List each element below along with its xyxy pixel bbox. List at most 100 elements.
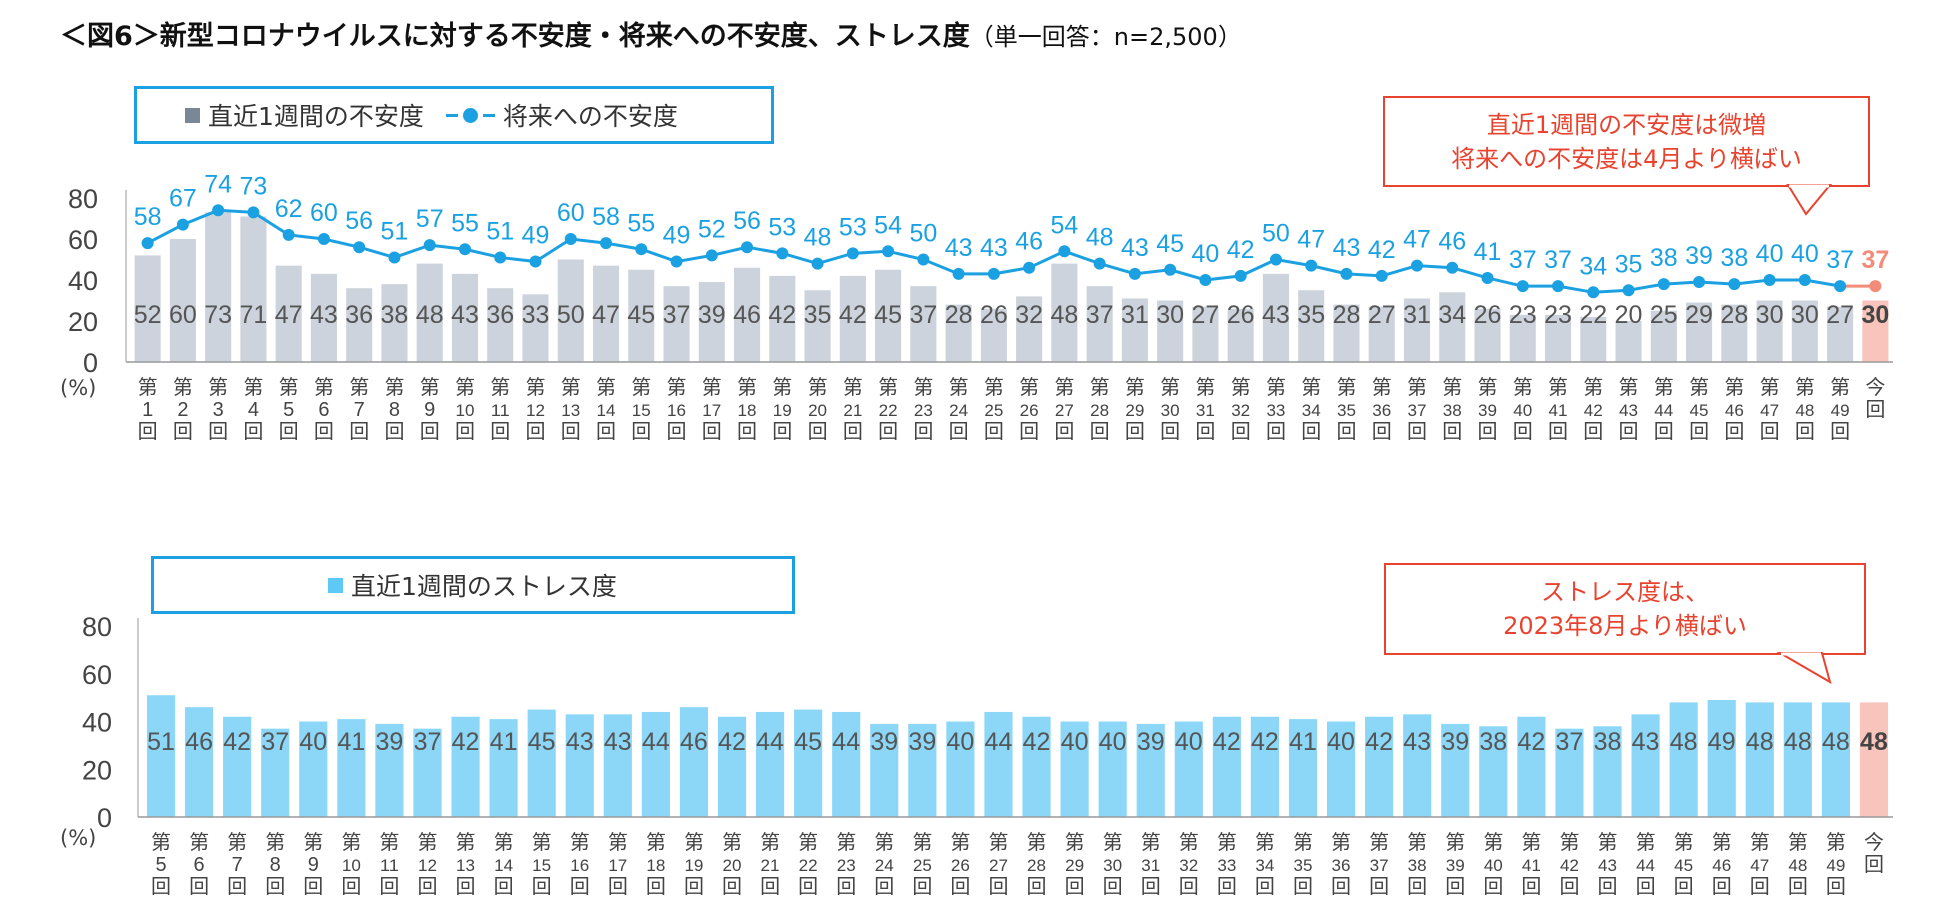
svg-text:回: 回	[455, 421, 475, 443]
chart2-bar	[299, 721, 328, 817]
svg-text:回: 回	[1513, 421, 1533, 443]
svg-text:第: 第	[1054, 376, 1074, 399]
svg-text:第: 第	[1445, 831, 1465, 854]
chart1-bar	[1333, 304, 1360, 362]
svg-text:回: 回	[1483, 876, 1503, 898]
svg-text:第: 第	[1548, 376, 1568, 399]
chart1-bar	[169, 239, 196, 362]
chart2-bar-value-label: 37	[414, 728, 442, 756]
chart1-callout-line1: 直近1週間の不安度は微増	[1486, 110, 1767, 139]
chart2-unit: (%)	[60, 826, 97, 850]
chart2-category-label: 第 32回	[1179, 831, 1199, 898]
svg-text:今: 今	[1865, 376, 1885, 399]
chart1-bar-value-label: 34	[1438, 301, 1466, 329]
chart1-line-value-label: 39	[1685, 242, 1713, 270]
svg-text:18: 18	[646, 856, 665, 875]
svg-text:33: 33	[1217, 856, 1236, 875]
chart1-bar	[1368, 306, 1395, 362]
svg-text:5: 5	[155, 854, 166, 876]
chart1-category-label: 第 32回	[1231, 376, 1251, 443]
chart1-category-label: 第 30回	[1160, 376, 1180, 443]
chart1-line-point	[811, 257, 824, 270]
chart2-bar	[1098, 721, 1127, 817]
chart2-bar	[1365, 716, 1394, 817]
svg-text:12: 12	[418, 856, 437, 875]
chart1-line-value-label: 48	[804, 224, 832, 252]
chart1-bar-value-label: 30	[1756, 301, 1784, 329]
svg-text:回: 回	[384, 421, 404, 443]
chart1-bar	[875, 269, 902, 362]
svg-text:第: 第	[532, 831, 552, 854]
chart1-line-point	[776, 247, 789, 260]
svg-text:41: 41	[1549, 401, 1568, 420]
chart1-category-label: 第 48回	[1795, 376, 1815, 443]
chart2-bar-value-label: 38	[1479, 728, 1507, 756]
chart1-line-point	[1763, 274, 1776, 286]
chart2-category-label: 第 25回	[912, 831, 932, 898]
chart2-category-label: 第6回	[189, 831, 209, 898]
chart2-bar	[1441, 723, 1470, 817]
svg-text:回: 回	[1674, 876, 1694, 898]
chart1-line-value-label: 58	[134, 203, 162, 231]
chart1-bar-value-label: 25	[1650, 301, 1678, 329]
svg-text:第: 第	[1724, 376, 1744, 399]
chart1-category-label: 第 27回	[1054, 376, 1074, 443]
chart1-category-label: 第 37回	[1407, 376, 1427, 443]
chart2-bar-value-label: 48	[1670, 728, 1698, 756]
svg-text:36: 36	[1332, 856, 1351, 875]
chart1-category-label: 第2回	[173, 376, 193, 443]
svg-text:第: 第	[1795, 376, 1815, 399]
chart2-ytick-label: 20	[82, 755, 112, 785]
chart2-category-label: 第 33回	[1217, 831, 1237, 898]
chart1-line-value-label: 41	[1474, 238, 1502, 266]
chart2-bar-value-label: 42	[1365, 728, 1393, 756]
chart1-category-label: 第 19回	[772, 376, 792, 443]
chart1-bar	[1791, 300, 1818, 362]
svg-text:回: 回	[494, 876, 514, 898]
svg-text:回: 回	[836, 876, 856, 898]
svg-text:第: 第	[227, 831, 247, 854]
chart2-bar-value-label: 38	[1594, 728, 1622, 756]
svg-text:回: 回	[227, 876, 247, 898]
chart2-bar	[794, 709, 823, 817]
chart1-line-value-label: 51	[486, 217, 514, 245]
svg-text:42: 42	[1560, 856, 1579, 875]
svg-text:回: 回	[1830, 421, 1850, 443]
svg-text:第: 第	[1636, 831, 1656, 854]
chart1-line-value-label: 40	[1791, 240, 1819, 268]
svg-text:48: 48	[1788, 856, 1807, 875]
svg-text:回: 回	[722, 876, 742, 898]
svg-text:23: 23	[837, 856, 856, 875]
legend-bar-label: 直近1週間の不安度	[208, 102, 424, 131]
svg-text:回: 回	[1795, 421, 1815, 443]
chart1-line-value-label: 40	[1192, 240, 1220, 268]
chart1-line-value-label: 34	[1579, 252, 1607, 280]
svg-text:6: 6	[318, 399, 329, 421]
svg-text:第: 第	[1217, 831, 1237, 854]
svg-text:22: 22	[799, 856, 818, 875]
chart1-line-point	[1128, 267, 1141, 280]
svg-text:第: 第	[417, 831, 437, 854]
chart1-line-value-label: 53	[768, 213, 796, 241]
chart1-bar	[1016, 296, 1043, 362]
chart2-bar	[1250, 716, 1280, 817]
svg-text:回: 回	[984, 421, 1004, 443]
chart1-line-value-label: 38	[1650, 244, 1678, 272]
svg-text:第: 第	[874, 831, 894, 854]
chart2-bar	[223, 716, 252, 817]
chart1-bar-value-label: 26	[1227, 301, 1255, 329]
svg-text:10: 10	[455, 401, 474, 420]
svg-text:第: 第	[1027, 831, 1047, 854]
chart1-ytick-label: 60	[68, 225, 98, 255]
svg-text:第: 第	[525, 376, 545, 399]
chart1-category-label: 第 11回	[490, 376, 510, 443]
chart1-category-label: 第 46回	[1724, 376, 1744, 443]
chart1-line-point	[317, 233, 330, 245]
svg-text:回: 回	[1255, 876, 1275, 898]
chart2-bar	[1288, 719, 1318, 817]
svg-text:回: 回	[988, 876, 1008, 898]
svg-text:回: 回	[1027, 876, 1047, 898]
svg-text:回: 回	[532, 876, 552, 898]
svg-text:第: 第	[151, 831, 171, 854]
chart2-bar-value-label: 41	[337, 728, 365, 756]
